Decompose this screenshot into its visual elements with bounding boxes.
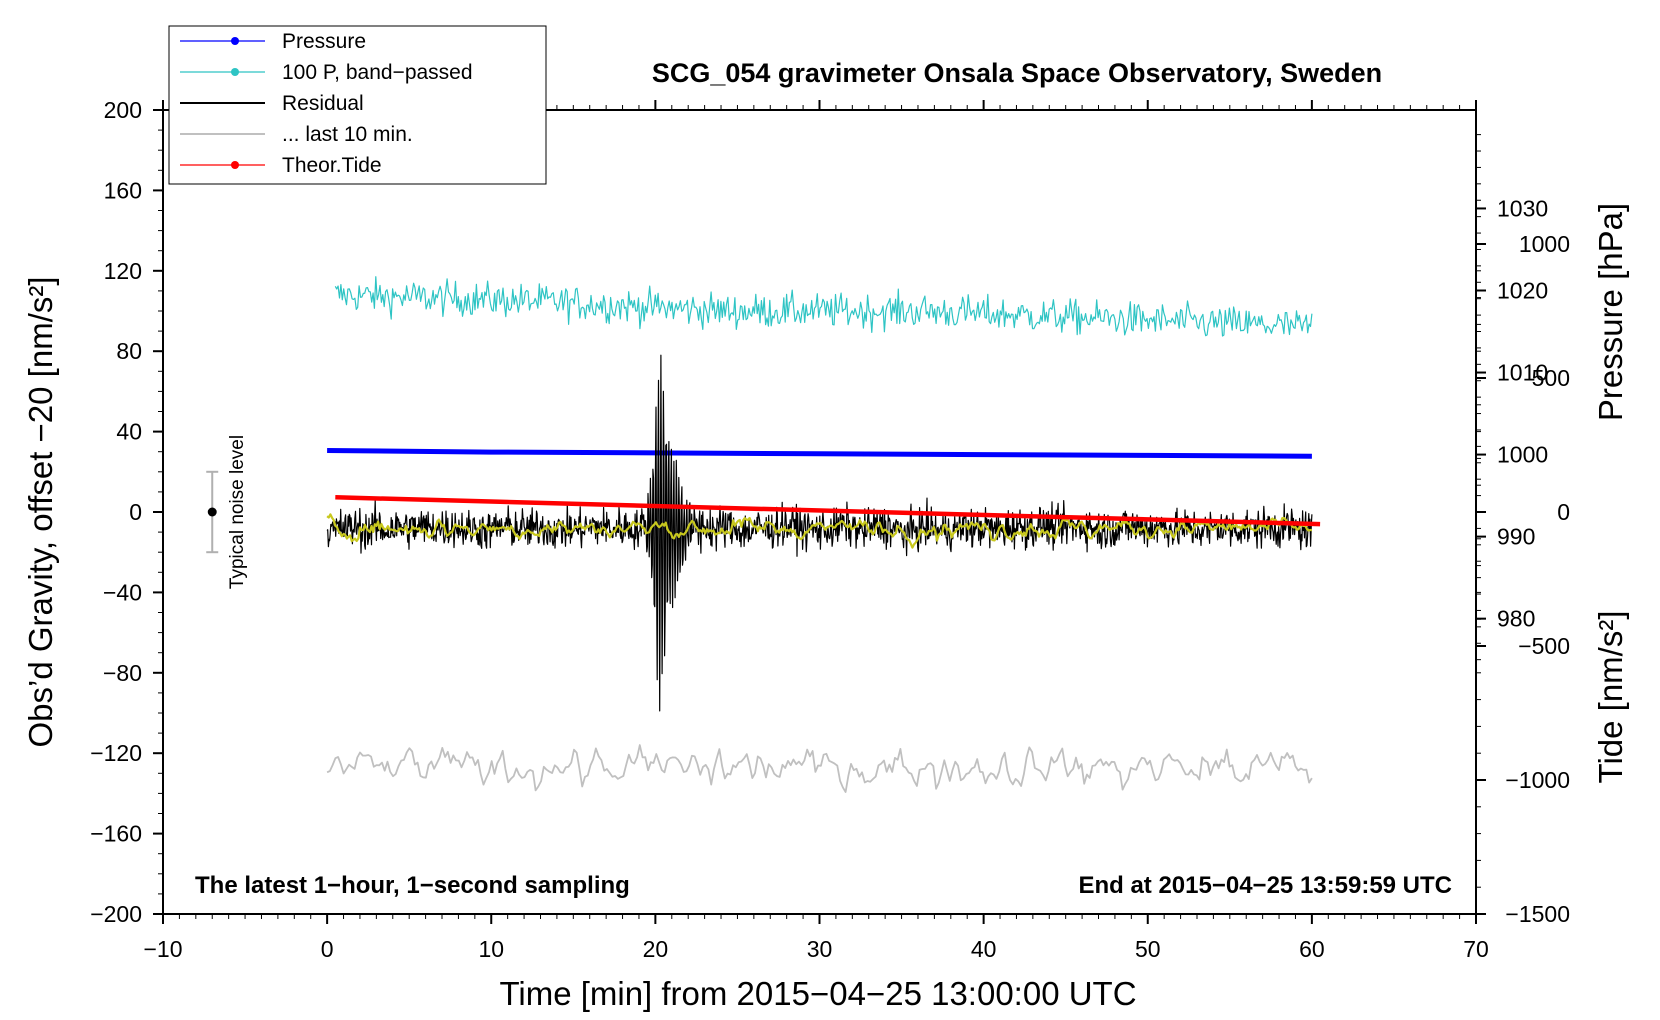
ticks-layer: −10 0 10 20 30 40 50 60 70−200−160−120−80−400408… [90,97,1570,962]
pressure-tick-label: 1000 [1497,442,1548,468]
series-pressure [327,448,1312,459]
x-tick-label: 30 [807,936,833,962]
x-tick-label: 50 [1135,936,1161,962]
legend-marker [231,68,239,76]
tide-tick-label: 0 [1557,499,1570,525]
y-tick-label: 120 [104,258,142,284]
end-time-annotation: End at 2015−04−25 13:59:59 UTC [1078,872,1452,899]
x-tick-label: 60 [1299,936,1325,962]
sampling-annotation: The latest 1−hour, 1−second sampling [195,872,630,899]
legend-label: Theor.Tide [282,154,382,177]
legend-label: Residual [282,92,364,115]
y-tick-label: −120 [90,740,142,766]
noise-bar [206,470,219,554]
tide-tick-label: −1500 [1505,901,1570,927]
x-tick-label: 20 [643,936,669,962]
x-tick-label: 40 [971,936,997,962]
pressure-tick-label: 1020 [1497,277,1548,303]
x-tick-label: 10 [478,936,504,962]
x-tick-label: 0 [321,936,334,962]
series-bandpassed-pressure [334,276,1313,337]
legend: Pressure 100 P, band−passed Residual ... la… [168,25,547,185]
pressure-tick-label: 980 [1497,606,1535,632]
y-tick-label: 160 [104,177,142,203]
legend-marker [231,37,239,45]
tide-tick-label: −500 [1518,633,1570,659]
legend-marker [231,161,239,169]
x-tick-label: 70 [1463,936,1489,962]
tide-axis-title: Tide [nm/s²] [1592,611,1629,784]
y-axis-title: Obs’d Gravity, offset −20 [nm/s²] [22,276,59,747]
pressure-axis-title: Pressure [hPa] [1592,203,1629,421]
noise-bar-dot [207,507,217,517]
legend-items: Pressure 100 P, band−passed Residual ... la… [180,30,473,177]
y-tick-label: −200 [90,901,142,927]
y-tick-label: −160 [90,821,142,847]
series-residual-smoothed [326,513,1312,549]
y-tick-label: 40 [116,419,142,445]
y-tick-label: −40 [103,579,142,605]
x-tick-label: −10 [143,936,182,962]
data-layer [326,276,1321,793]
tide-tick-label: 500 [1532,365,1570,391]
pressure-tick-label: 1010 [1497,360,1548,386]
series-tide [335,495,1321,527]
y-tick-label: 80 [116,338,142,364]
legend-box [168,25,547,185]
y-tick-label: 200 [104,97,142,123]
series-last-10-min [326,744,1313,793]
y-tick-label: −80 [103,660,142,686]
legend-label: Pressure [282,30,366,53]
legend-label: 100 P, band−passed [282,61,473,84]
noise-label: Typical noise level [227,435,248,589]
pressure-tick-label: 990 [1497,524,1535,550]
tide-tick-label: −1000 [1505,767,1570,793]
legend-label: ... last 10 min. [282,123,413,146]
x-axis-title: Time [min] from 2015−04−25 13:00:00 UTC [499,975,1136,1012]
pressure-tick-label: 1030 [1497,195,1548,221]
tide-tick-label: 1000 [1519,231,1570,257]
y-tick-label: 0 [129,499,142,525]
chart-title: SCG_054 gravimeter Onsala Space Observat… [652,58,1382,88]
